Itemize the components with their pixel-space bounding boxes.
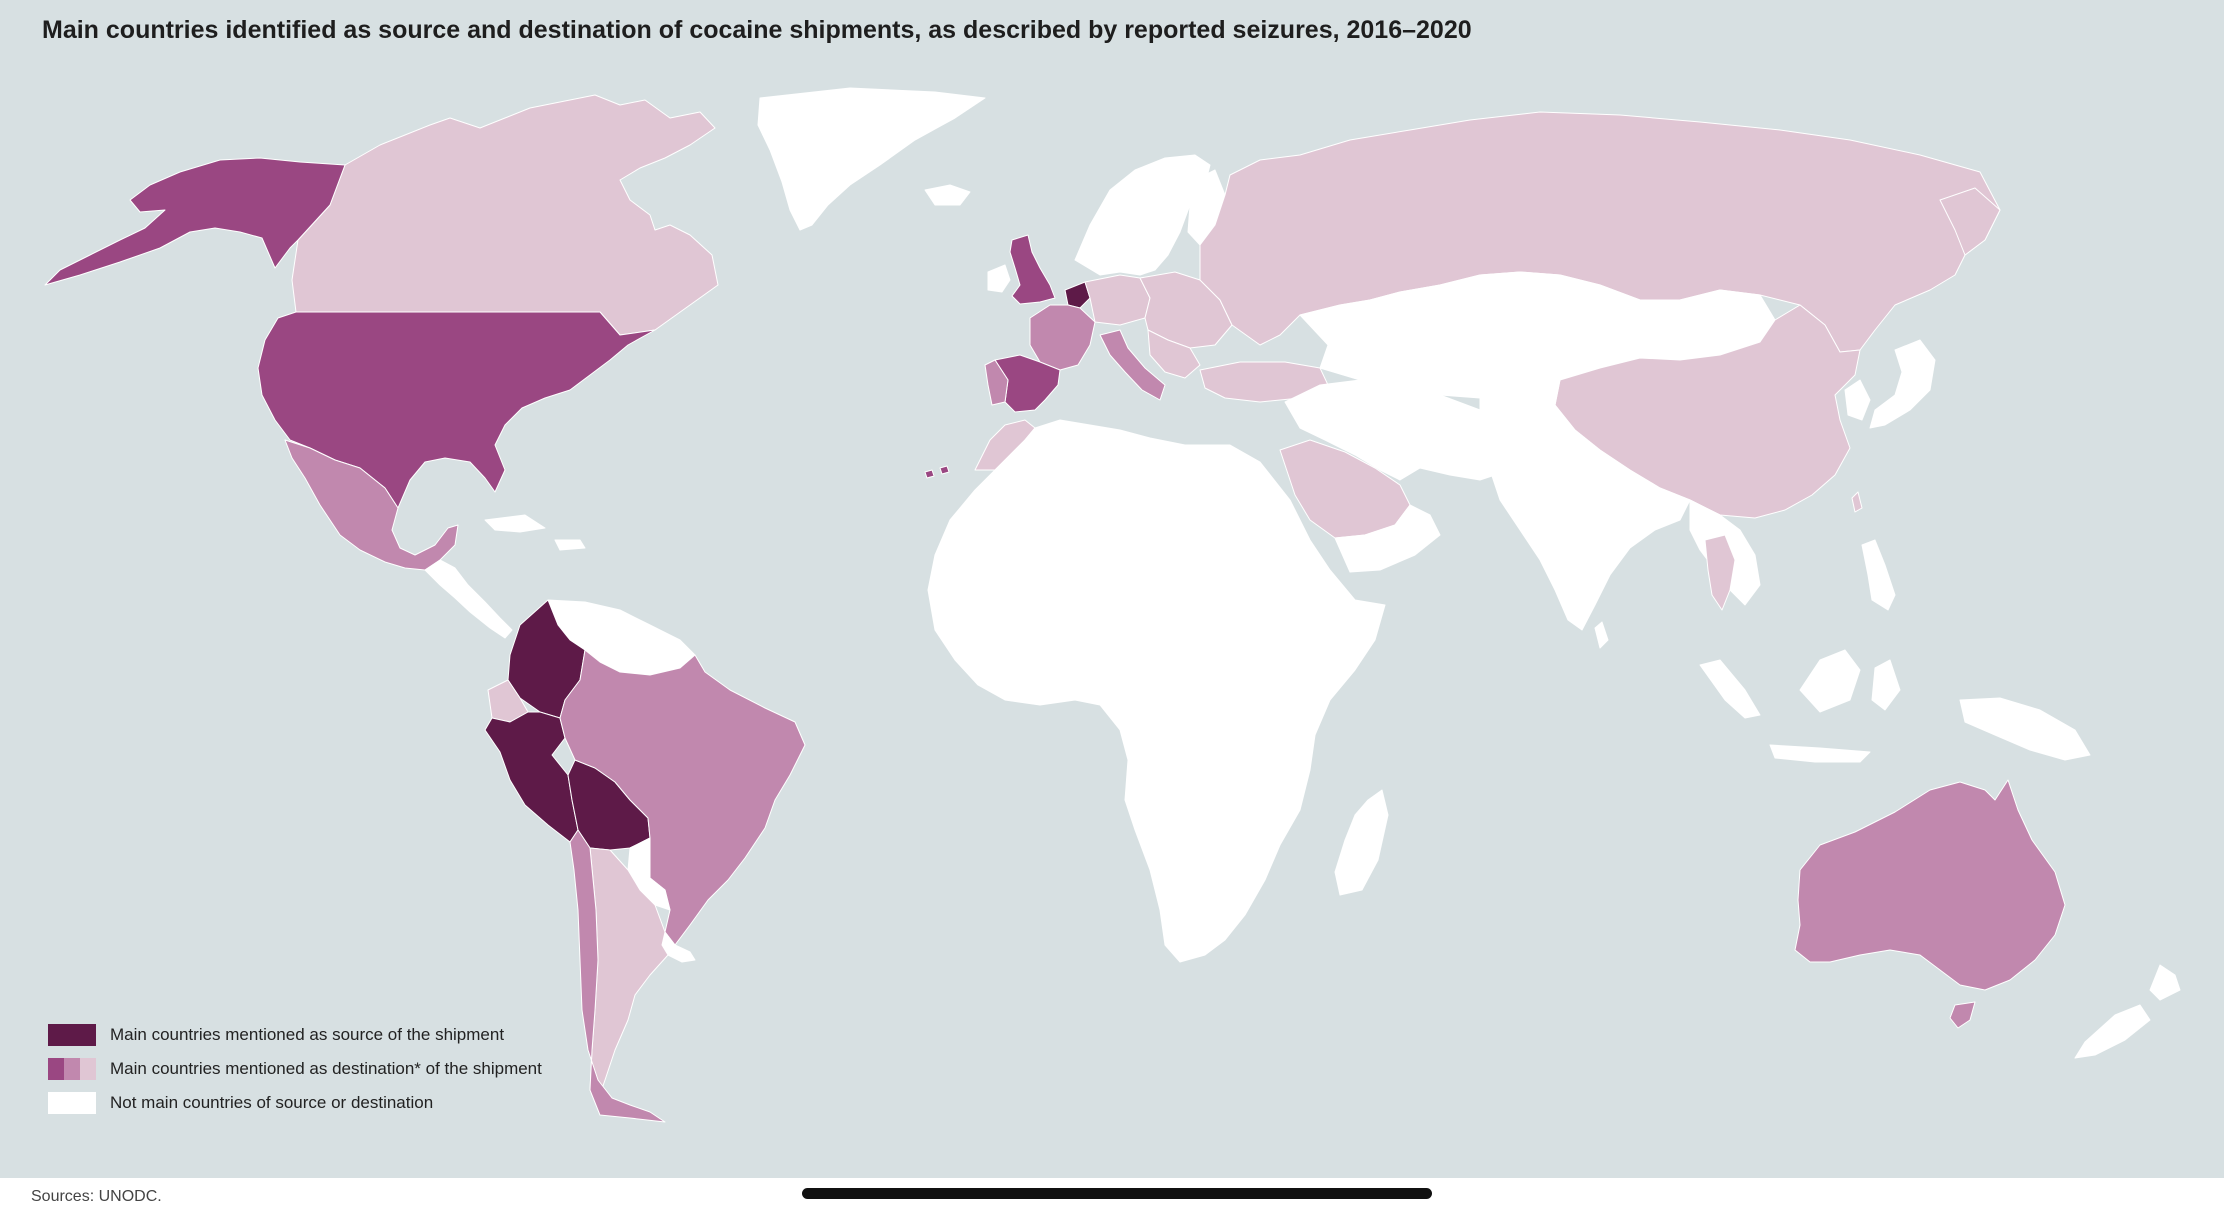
- region-caribbean: [484, 514, 586, 551]
- region-taiwan: [1851, 491, 1863, 513]
- region-sri-lanka: [1594, 621, 1609, 649]
- legend-swatch-destination: [48, 1058, 96, 1080]
- map-panel: Main countries identified as source and …: [0, 0, 2224, 1178]
- region-germany: [1084, 274, 1151, 326]
- region-new-zealand: [2074, 964, 2181, 1059]
- region-philippines: [1861, 539, 1896, 611]
- region-russia-east: [1939, 187, 2001, 256]
- region-balkans: [1147, 329, 1201, 379]
- world-map: [44, 87, 2181, 1123]
- legend-item-neither: Not main countries of source or destinat…: [48, 1086, 542, 1120]
- region-madagascar: [1334, 789, 1389, 896]
- region-canaries: [924, 465, 950, 479]
- region-ireland: [987, 264, 1011, 293]
- region-brazil: [559, 649, 806, 946]
- region-chile: [569, 829, 666, 1123]
- region-indonesia: [1699, 649, 1901, 763]
- region-india: [1479, 379, 1691, 631]
- legend-item-source: Main countries mentioned as source of th…: [48, 1018, 542, 1052]
- region-iceland: [924, 184, 971, 206]
- region-greenland: [757, 87, 986, 231]
- region-yemen-oman: [1334, 504, 1441, 573]
- region-png: [1959, 697, 2091, 761]
- map-title: Main countries identified as source and …: [42, 16, 1472, 44]
- legend-label-destination: Main countries mentioned as destination*…: [110, 1059, 542, 1078]
- legend-label-source: Main countries mentioned as source of th…: [110, 1025, 505, 1044]
- region-canada: [291, 94, 719, 336]
- region-korea: [1844, 379, 1871, 421]
- region-france: [1029, 304, 1096, 371]
- region-italy: [1099, 329, 1166, 401]
- region-australia: [1794, 779, 2066, 991]
- legend-swatch-neither: [48, 1092, 96, 1114]
- region-usa: [257, 311, 656, 509]
- legend-label-neither: Not main countries of source or destinat…: [110, 1093, 434, 1112]
- region-africa: [927, 419, 1386, 963]
- region-benelux: [1064, 281, 1091, 309]
- region-mexico: [284, 439, 459, 571]
- region-central-america: [424, 559, 513, 639]
- region-portugal: [984, 359, 1009, 406]
- legend: Main countries mentioned as source of th…: [48, 1018, 542, 1120]
- region-tasmania: [1949, 1001, 1976, 1029]
- home-indicator[interactable]: [802, 1188, 1432, 1199]
- legend-item-destination: Main countries mentioned as destination*…: [48, 1052, 542, 1086]
- region-uk: [1009, 234, 1056, 305]
- region-japan: [1869, 339, 1936, 429]
- region-eastern-europe: [1139, 271, 1233, 349]
- legend-swatch-source: [48, 1024, 96, 1046]
- source-note: Sources: UNODC.: [31, 1188, 162, 1205]
- region-thailand: [1704, 534, 1736, 611]
- region-alaska: [44, 157, 346, 286]
